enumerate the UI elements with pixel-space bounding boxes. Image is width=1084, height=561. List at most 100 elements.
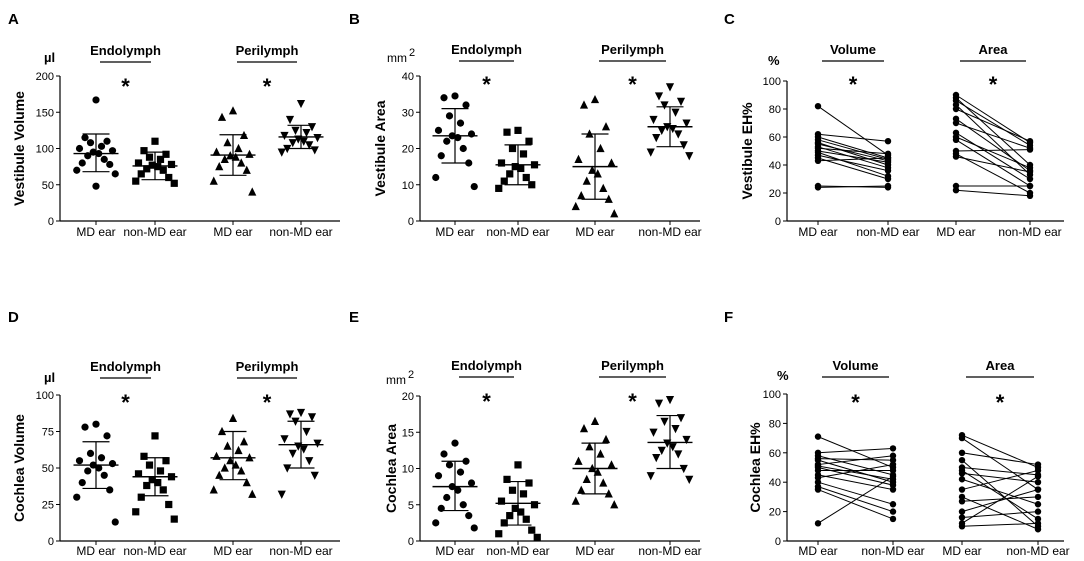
paired-line [955, 108, 1031, 142]
data-point-square [132, 177, 140, 185]
x-category-label: MD ear [798, 225, 837, 239]
data-point-inverted-triangle [277, 490, 286, 499]
data-point-inverted-triangle [674, 130, 683, 139]
data-point-non-md [889, 461, 897, 468]
data-point-non-md [1034, 493, 1042, 501]
data-point-inverted-triangle [299, 137, 308, 146]
significance-star: * [628, 72, 637, 97]
paired-line [817, 474, 894, 491]
data-point-non-md [1034, 515, 1042, 523]
data-point-triangle [228, 413, 238, 422]
paired-line [961, 472, 1039, 483]
data-point-non-md [884, 154, 892, 162]
data-point-non-md [889, 515, 897, 523]
data-point-square [165, 500, 173, 509]
data-point-square [159, 166, 167, 174]
data-point-inverted-triangle [682, 119, 691, 128]
group-label: Volume [833, 358, 879, 373]
data-point-non-md [889, 445, 897, 452]
data-point-triangle [577, 485, 586, 494]
x-category-label: non-MD ear [856, 225, 919, 239]
data-point-triangle [596, 143, 605, 153]
data-point-triangle [577, 191, 586, 200]
x-category-label: MD ear [213, 225, 252, 239]
y-tick-label: 80 [769, 104, 781, 116]
paired-group-area [952, 91, 1034, 199]
data-point-triangle [571, 496, 580, 505]
data-point-triangle [209, 485, 218, 494]
data-point-inverted-triangle [679, 141, 688, 150]
paired-line [955, 156, 1031, 173]
data-point-circle [443, 493, 451, 502]
series-square [132, 137, 178, 187]
data-point-square [145, 461, 154, 469]
data-point-square [151, 432, 159, 440]
series-triangle [571, 94, 619, 218]
paired-line [817, 436, 894, 468]
paired-line [961, 459, 1039, 527]
data-point-triangle [223, 441, 232, 450]
data-point-inverted-triangle [302, 427, 311, 437]
data-point-inverted-triangle [288, 449, 297, 458]
data-point-circle [451, 92, 459, 100]
data-point-circle [103, 432, 111, 440]
data-point-triangle [574, 154, 583, 163]
data-point-non-md [889, 486, 897, 493]
series-invtriangle [277, 408, 324, 499]
y-tick-label: 100 [36, 390, 54, 402]
panel-label: B [349, 11, 360, 28]
data-point-non-md [889, 473, 897, 480]
x-category-label: non-MD ear [123, 544, 186, 558]
significance-star: * [628, 389, 637, 414]
data-point-triangle [212, 451, 221, 460]
y-tick-label: 40 [402, 71, 414, 83]
paired-line [955, 100, 1031, 146]
data-point-circle [111, 170, 119, 178]
data-point-circle [75, 144, 84, 153]
data-point-square [167, 160, 176, 169]
data-point-md [814, 433, 822, 440]
data-point-square [503, 128, 511, 136]
data-point-square [522, 515, 530, 523]
data-point-inverted-triangle [310, 471, 319, 480]
significance-star: * [121, 390, 130, 415]
data-point-square [156, 467, 165, 475]
y-tick-label: 40 [769, 477, 781, 489]
data-point-inverted-triangle [307, 413, 317, 422]
data-point-inverted-triangle [313, 439, 322, 448]
data-point-square [495, 530, 503, 538]
y-tick-label: 0 [48, 216, 54, 228]
x-category-label: MD ear [575, 225, 614, 239]
x-category-label: MD ear [942, 544, 981, 558]
series-triangle [209, 106, 257, 196]
data-point-non-md [884, 175, 892, 183]
data-point-square [162, 150, 170, 158]
data-point-square [156, 155, 165, 163]
data-point-square [508, 144, 517, 153]
y-axis-title: Cochlea EH% [747, 422, 763, 513]
data-point-square [517, 508, 525, 516]
paired-line [817, 150, 889, 163]
data-point-triangle [220, 463, 229, 472]
paired-line [817, 447, 894, 454]
y-tick-label: 0 [408, 216, 414, 228]
significance-star: * [121, 74, 130, 99]
data-point-circle [434, 126, 443, 134]
data-point-inverted-triangle [657, 126, 666, 135]
data-point-circle [454, 486, 462, 494]
data-point-circle [440, 450, 448, 458]
data-point-triangle [579, 424, 589, 433]
data-point-circle [432, 173, 440, 182]
x-category-label: MD ear [798, 544, 837, 558]
y-tick-label: 0 [408, 536, 414, 548]
paired-line [961, 522, 1039, 527]
data-point-triangle [601, 122, 611, 131]
data-point-square [497, 497, 506, 505]
data-point-circle [86, 139, 95, 147]
data-point-circle [462, 101, 470, 109]
data-point-circle [106, 486, 114, 494]
data-point-circle [456, 119, 465, 127]
x-category-label: non-MD ear [269, 225, 332, 239]
data-point-non-md [889, 501, 897, 508]
data-point-md [958, 508, 966, 515]
